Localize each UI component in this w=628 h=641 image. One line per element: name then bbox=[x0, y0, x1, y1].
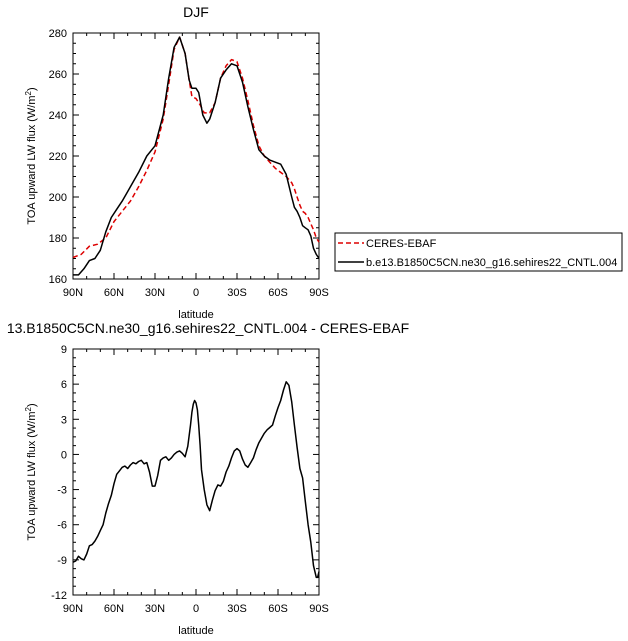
bottom-series-line-0 bbox=[72, 381, 320, 579]
bottom-y-axis-label-tail: ) bbox=[26, 403, 38, 407]
legend-label-ceres: CERES-EBAF bbox=[366, 238, 437, 250]
bottom-y-tick-labels: -12 -9 -6 -3 0 3 6 9 bbox=[51, 344, 67, 602]
bottom-y-axis-label-sup: 2 bbox=[24, 406, 33, 411]
top-y-axis-label-sup: 2 bbox=[24, 90, 33, 95]
top-series-line-1 bbox=[73, 36, 320, 276]
top-series-line-0 bbox=[72, 36, 320, 259]
top-y-axis-label-main: TOA upward LW flux (W/m bbox=[26, 95, 38, 224]
top-chart: DJF 90N 60N 30N 0 30S 60S 90S 160 180 200 220 240 2… bbox=[24, 4, 329, 321]
bottom-y-tick-label: 6 bbox=[61, 379, 67, 391]
bottom-series-lines bbox=[72, 381, 320, 579]
top-y-tick-label: 260 bbox=[49, 69, 67, 81]
bottom-x-tick-labels: 90N 60N 30N 0 30S 60S 90S bbox=[63, 603, 329, 615]
top-y-axis-label: TOA upward LW flux (W/m2) bbox=[24, 87, 38, 224]
bottom-plot-frame bbox=[72, 348, 320, 596]
bottom-y-tick-label: -9 bbox=[57, 555, 67, 567]
legend: CERES-EBAF b.e13.B1850C5CN.ne30_g16.sehi… bbox=[334, 232, 623, 272]
bottom-x-tick-label: 0 bbox=[193, 603, 199, 615]
top-plot-frame bbox=[72, 32, 320, 280]
bottom-y-tick-label: -12 bbox=[51, 590, 67, 602]
bottom-chart: 13.B1850C5CN.ne30_g16.sehires22_CNTL.004… bbox=[7, 320, 409, 637]
bottom-y-tick-label: -3 bbox=[57, 485, 67, 497]
bottom-x-tick-label: 60S bbox=[268, 603, 288, 615]
top-x-tick-label: 90N bbox=[63, 287, 83, 299]
top-x-tick-labels: 90N 60N 30N 0 30S 60S 90S bbox=[63, 287, 329, 299]
top-y-tick-label: 240 bbox=[49, 110, 67, 122]
bottom-x-tick-label: 90S bbox=[309, 603, 329, 615]
top-x-tick-label: 30S bbox=[227, 287, 247, 299]
bottom-x-tick-label: 30N bbox=[145, 603, 165, 615]
top-y-tick-label: 280 bbox=[49, 28, 67, 40]
bottom-y-axis-label: TOA upward LW flux (W/m2) bbox=[24, 403, 38, 540]
top-y-axis-label-tail: ) bbox=[26, 87, 38, 91]
top-x-tick-label: 0 bbox=[193, 287, 199, 299]
bottom-plot-area bbox=[72, 348, 320, 596]
top-y-tick-label: 180 bbox=[49, 233, 67, 245]
top-series-lines bbox=[72, 36, 320, 276]
legend-box bbox=[334, 232, 623, 272]
top-x-tick-label: 90S bbox=[309, 287, 329, 299]
top-x-tick-label: 30N bbox=[145, 287, 165, 299]
top-y-tick-labels: 160 180 200 220 240 260 280 bbox=[49, 28, 67, 286]
top-y-tick-label: 200 bbox=[49, 192, 67, 204]
bottom-chart-title: 13.B1850C5CN.ne30_g16.sehires22_CNTL.004… bbox=[7, 320, 409, 336]
bottom-tick-marks bbox=[72, 348, 320, 596]
top-plot-area bbox=[72, 32, 320, 280]
legend-label-model: b.e13.B1850C5CN.ne30_g16.sehires22_CNTL.… bbox=[366, 257, 617, 269]
bottom-x-axis-label: latitude bbox=[178, 625, 213, 637]
bottom-x-tick-label: 30S bbox=[227, 603, 247, 615]
bottom-y-tick-label: 0 bbox=[61, 449, 67, 461]
bottom-x-tick-label: 90N bbox=[63, 603, 83, 615]
bottom-y-tick-label: -6 bbox=[57, 520, 67, 532]
bottom-y-tick-label: 9 bbox=[61, 344, 67, 356]
top-y-tick-label: 220 bbox=[49, 151, 67, 163]
top-y-tick-label: 160 bbox=[49, 274, 67, 286]
top-x-tick-label: 60S bbox=[268, 287, 288, 299]
top-x-axis-label: latitude bbox=[178, 309, 213, 321]
top-tick-marks bbox=[72, 32, 320, 280]
bottom-x-tick-label: 60N bbox=[104, 603, 124, 615]
bottom-y-axis-label-main: TOA upward LW flux (W/m bbox=[26, 411, 38, 540]
bottom-y-tick-label: 3 bbox=[61, 414, 67, 426]
top-chart-title: DJF bbox=[183, 4, 209, 20]
top-x-tick-label: 60N bbox=[104, 287, 124, 299]
